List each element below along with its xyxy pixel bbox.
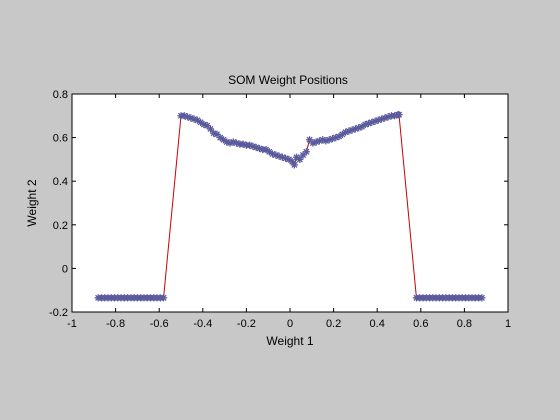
y-tick-label: 0 — [62, 263, 68, 275]
y-axis-label: Weight 2 — [25, 179, 39, 226]
y-tick-label: -0.2 — [49, 307, 68, 319]
x-tick-label: 0.4 — [370, 318, 385, 330]
data-point — [361, 120, 369, 129]
plot-area — [71, 93, 509, 313]
x-axis-label: Weight 1 — [266, 334, 313, 348]
data-point — [290, 161, 298, 169]
data-point — [338, 130, 346, 138]
y-tick-label: 0.8 — [53, 89, 68, 101]
x-tick-label: -0.8 — [106, 318, 125, 330]
x-tick-label: 0 — [287, 318, 293, 330]
x-tick-label: -0.2 — [237, 318, 256, 330]
data-point — [302, 148, 310, 156]
x-tick-label: 1 — [505, 318, 511, 330]
data-point — [159, 294, 168, 302]
y-tick-label: 0.2 — [53, 220, 68, 232]
data-point — [395, 111, 403, 119]
x-tick-label: 0.8 — [457, 318, 472, 330]
data-point — [206, 125, 215, 133]
data-point — [296, 155, 304, 163]
x-tick-label: -0.6 — [150, 318, 169, 330]
x-axis: -1 -0.8 -0.6 -0.4 -0.2 0 0.2 0.4 0.6 0.8 1 — [67, 94, 511, 330]
series-layer — [94, 111, 486, 302]
y-tick-label: 0.6 — [53, 133, 68, 145]
x-tick-label: 0.2 — [326, 318, 341, 330]
y-tick-label: 0.4 — [53, 176, 68, 188]
x-tick-label: -1 — [67, 318, 77, 330]
data-point — [478, 294, 486, 302]
x-tick-label: -0.4 — [193, 318, 212, 330]
chart-title: SOM Weight Positions — [228, 73, 348, 87]
data-point — [322, 137, 330, 145]
x-tick-label: 0.6 — [413, 318, 428, 330]
y-axis: -0.2 0 0.2 0.4 0.6 0.8 — [49, 89, 508, 319]
